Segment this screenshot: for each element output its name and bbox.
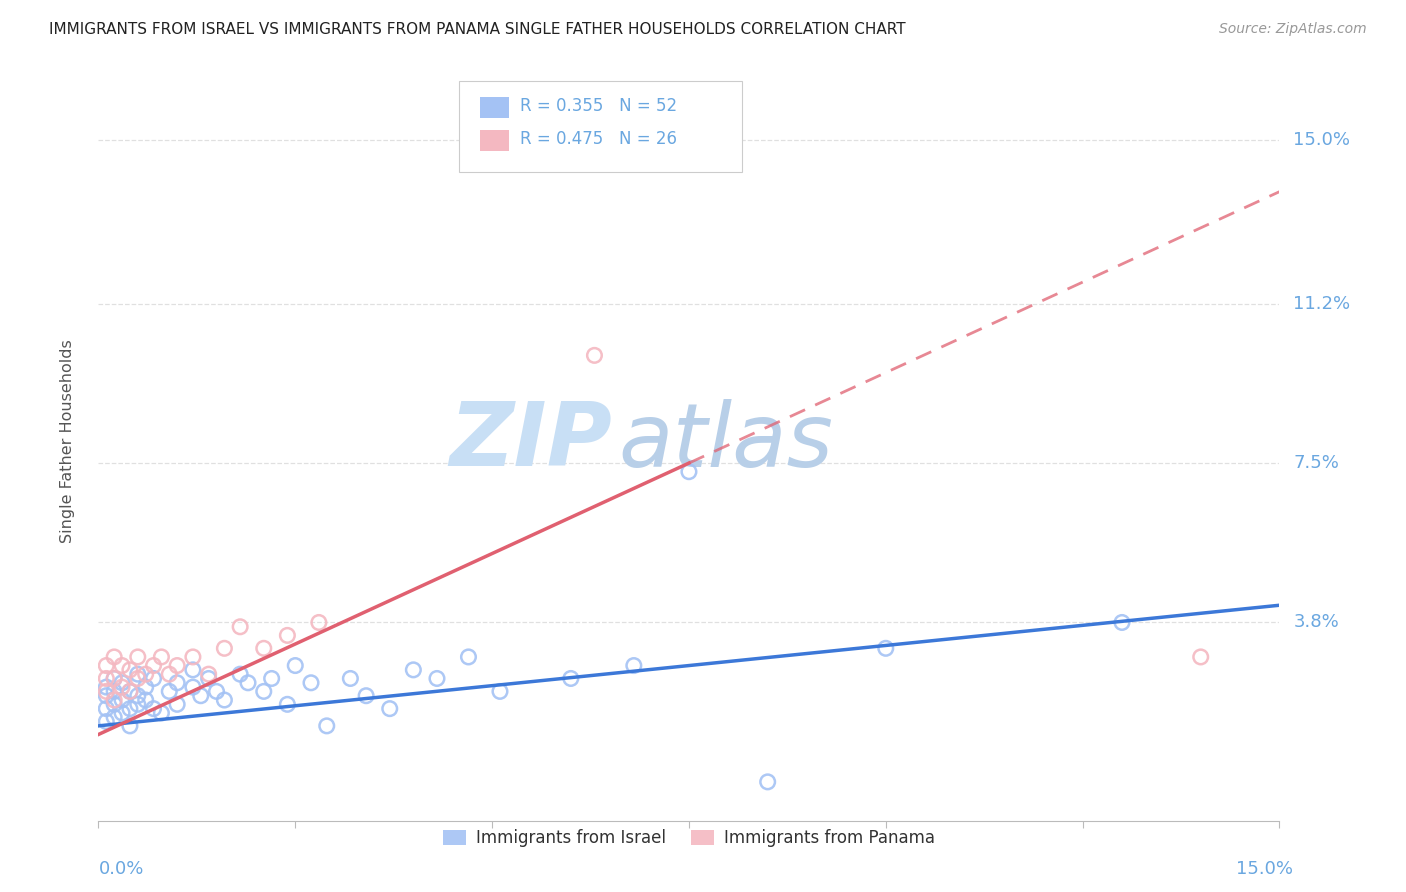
Point (150, 706, 173, 720)
Point (135, 667, 157, 681)
Point (142, 658, 165, 673)
Point (111, 658, 134, 673)
Point (339, 672, 361, 686)
Point (157, 667, 180, 681)
Text: 3.8%: 3.8% (1294, 614, 1339, 632)
Text: 0.0%: 0.0% (98, 860, 143, 878)
Point (142, 701, 165, 715)
Point (181, 649, 204, 664)
Point (96, 701, 118, 715)
FancyBboxPatch shape (458, 81, 742, 172)
Point (103, 672, 125, 686)
Point (457, 649, 479, 664)
Legend: Immigrants from Israel, Immigrants from Panama: Immigrants from Israel, Immigrants from … (436, 822, 942, 854)
Point (96, 684, 118, 698)
Point (135, 680, 157, 694)
Point (118, 684, 141, 698)
Point (489, 684, 512, 698)
Point (260, 672, 283, 686)
Point (229, 620, 252, 634)
Point (127, 698, 149, 712)
Point (197, 672, 219, 686)
Point (426, 672, 449, 686)
Point (181, 680, 204, 694)
Point (284, 658, 307, 673)
Point (96, 689, 118, 703)
Point (96, 672, 118, 686)
Text: 15.0%: 15.0% (1294, 131, 1350, 149)
Point (315, 719, 337, 733)
Point (142, 672, 165, 686)
Point (127, 689, 149, 703)
Point (127, 649, 149, 664)
Point (197, 667, 219, 681)
Point (118, 663, 141, 677)
Point (103, 693, 125, 707)
Point (253, 684, 276, 698)
Point (111, 693, 134, 707)
Point (150, 649, 173, 664)
Point (118, 684, 141, 698)
Point (166, 658, 188, 673)
Point (111, 706, 134, 720)
Point (96, 714, 118, 729)
Point (253, 641, 276, 656)
Point (190, 689, 212, 703)
Point (103, 710, 125, 724)
Point (103, 672, 125, 686)
Point (214, 693, 236, 707)
Point (157, 684, 180, 698)
Point (623, 658, 645, 673)
Point (875, 641, 897, 656)
Point (583, 348, 606, 362)
Text: R = 0.475   N = 26: R = 0.475 N = 26 (520, 130, 678, 148)
Y-axis label: Single Father Households: Single Father Households (60, 340, 75, 543)
Point (111, 680, 134, 694)
Point (378, 701, 401, 715)
Point (229, 667, 252, 681)
Point (127, 672, 149, 686)
Text: 15.0%: 15.0% (1236, 860, 1294, 878)
Point (166, 675, 188, 690)
Point (678, 465, 700, 479)
Point (103, 649, 125, 664)
Point (181, 663, 204, 677)
Bar (479, 96, 509, 118)
Point (214, 641, 236, 656)
Text: R = 0.355   N = 52: R = 0.355 N = 52 (520, 96, 678, 115)
Point (111, 675, 134, 690)
Point (236, 675, 259, 690)
Point (96, 658, 118, 673)
Point (1111, 615, 1133, 630)
Point (1189, 649, 1212, 664)
Point (103, 684, 125, 698)
Point (127, 667, 149, 681)
Point (118, 719, 141, 733)
Point (299, 675, 322, 690)
Text: ZIP: ZIP (450, 398, 612, 485)
Point (166, 698, 188, 712)
Point (103, 698, 125, 712)
Point (205, 684, 228, 698)
Point (308, 615, 330, 630)
Text: Source: ZipAtlas.com: Source: ZipAtlas.com (1219, 22, 1367, 37)
Point (354, 689, 377, 703)
Point (276, 628, 298, 642)
Text: 11.2%: 11.2% (1294, 294, 1351, 313)
Text: 7.5%: 7.5% (1294, 454, 1340, 472)
Text: atlas: atlas (619, 399, 832, 484)
Point (276, 698, 298, 712)
Point (402, 663, 425, 677)
Point (118, 701, 141, 715)
Point (96, 680, 118, 694)
Bar (479, 130, 509, 151)
Text: IMMIGRANTS FROM ISRAEL VS IMMIGRANTS FROM PANAMA SINGLE FATHER HOUSEHOLDS CORREL: IMMIGRANTS FROM ISRAEL VS IMMIGRANTS FRO… (49, 22, 905, 37)
Point (756, 775, 779, 789)
Point (135, 693, 157, 707)
Point (560, 672, 582, 686)
